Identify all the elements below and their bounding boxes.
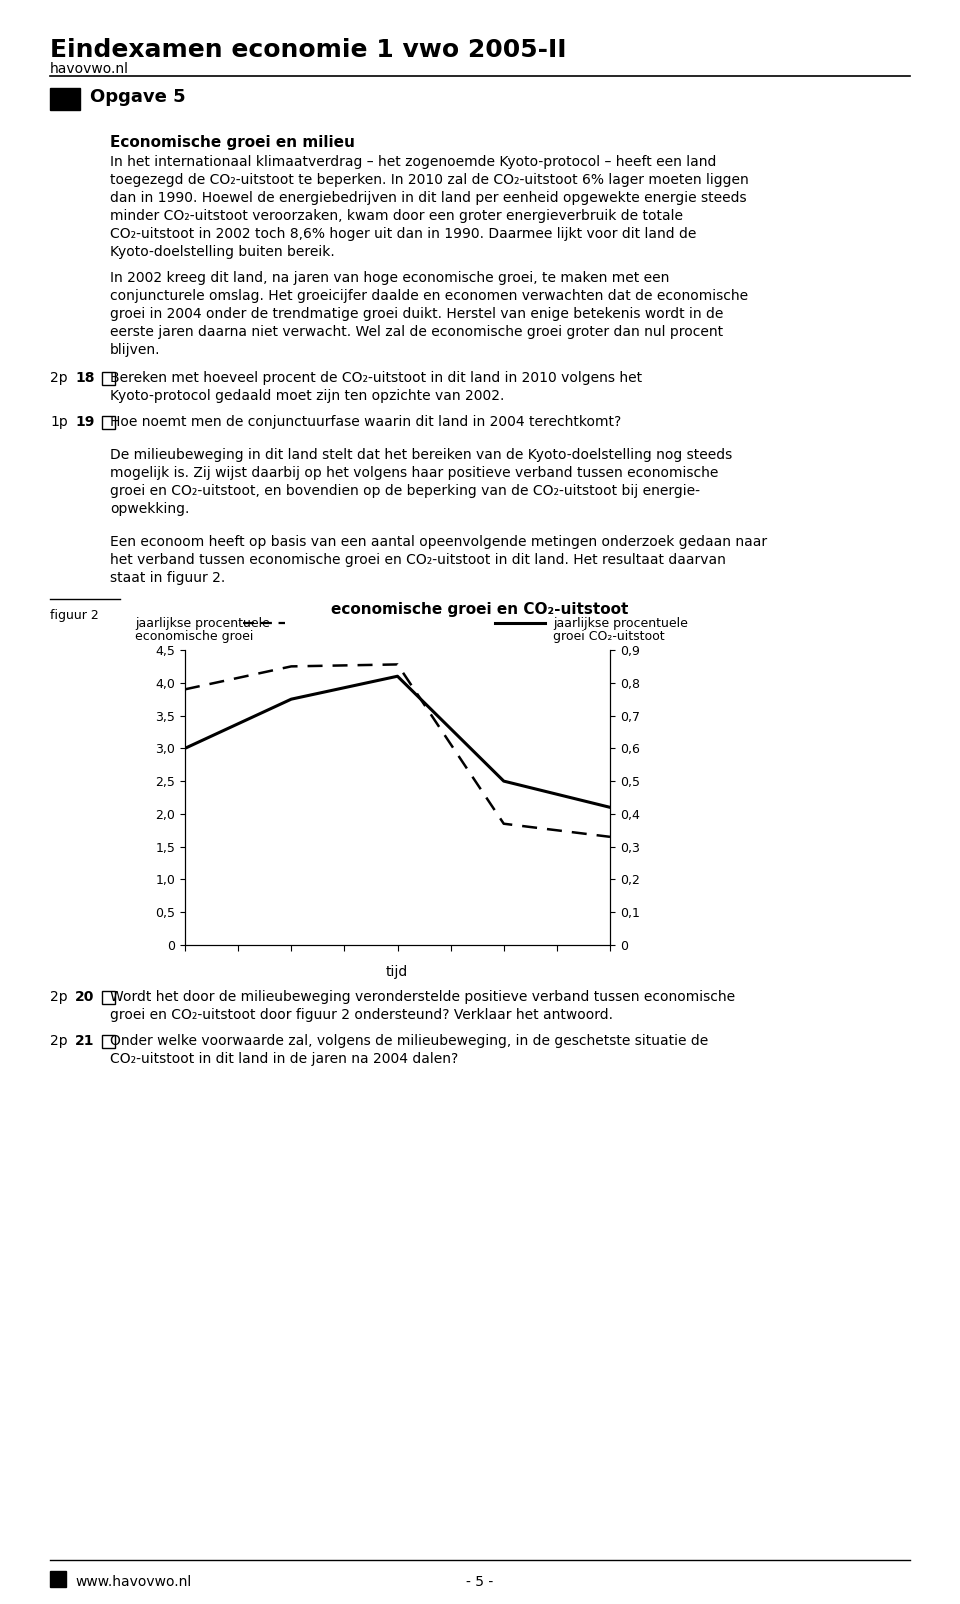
Text: 21: 21 [75, 1035, 94, 1047]
Text: Een econoom heeft op basis van een aantal opeenvolgende metingen onderzoek gedaa: Een econoom heeft op basis van een aanta… [110, 536, 767, 549]
Text: het verband tussen economische groei en CO₂-uitstoot in dit land. Het resultaat : het verband tussen economische groei en … [110, 553, 726, 566]
Text: economische groei en CO₂-uitstoot: economische groei en CO₂-uitstoot [331, 602, 629, 618]
Text: blijven.: blijven. [110, 343, 160, 358]
Text: mogelijk is. Zij wijst daarbij op het volgens haar positieve verband tussen econ: mogelijk is. Zij wijst daarbij op het vo… [110, 467, 718, 480]
Text: 2p: 2p [50, 990, 67, 1004]
Text: Eindexamen economie 1 vwo 2005-II: Eindexamen economie 1 vwo 2005-II [50, 38, 566, 63]
Text: Onder welke voorwaarde zal, volgens de milieubeweging, in de geschetste situatie: Onder welke voorwaarde zal, volgens de m… [110, 1035, 708, 1047]
Text: In het internationaal klimaatverdrag – het zogenoemde Kyoto-protocol – heeft een: In het internationaal klimaatverdrag – h… [110, 156, 716, 168]
Text: toegezegd de CO₂-uitstoot te beperken. In 2010 zal de CO₂-uitstoot 6% lager moet: toegezegd de CO₂-uitstoot te beperken. I… [110, 173, 749, 188]
Text: Kyoto-protocol gedaald moet zijn ten opzichte van 2002.: Kyoto-protocol gedaald moet zijn ten opz… [110, 390, 504, 403]
Bar [50, 88, 80, 111]
Text: opwekking.: opwekking. [110, 502, 189, 516]
Bar [50, 1570, 66, 1586]
Text: dan in 1990. Hoewel de energiebedrijven in dit land per eenheid opgewekte energi: dan in 1990. Hoewel de energiebedrijven … [110, 191, 747, 205]
Text: 18: 18 [75, 371, 94, 385]
Text: Wordt het door de milieubeweging veronderstelde positieve verband tussen economi: Wordt het door de milieubeweging veronde… [110, 990, 735, 1004]
Text: 2p: 2p [50, 1035, 67, 1047]
Text: jaarlijkse procentuele: jaarlijkse procentuele [553, 618, 688, 630]
Text: CO₂-uitstoot in 2002 toch 8,6% hoger uit dan in 1990. Daarmee lijkt voor dit lan: CO₂-uitstoot in 2002 toch 8,6% hoger uit… [110, 228, 696, 241]
Text: minder CO₂-uitstoot veroorzaken, kwam door een groter energieverbruik de totale: minder CO₂-uitstoot veroorzaken, kwam do… [110, 209, 683, 223]
Text: Hoe noemt men de conjunctuurfase waarin dit land in 2004 terechtkomt?: Hoe noemt men de conjunctuurfase waarin … [110, 415, 621, 428]
Text: Opgave 5: Opgave 5 [90, 88, 185, 106]
Text: groei CO₂-uitstoot: groei CO₂-uitstoot [553, 630, 664, 643]
Bar [102, 1035, 115, 1047]
Bar [102, 991, 115, 1004]
Text: In 2002 kreeg dit land, na jaren van hoge economische groei, te maken met een: In 2002 kreeg dit land, na jaren van hog… [110, 271, 669, 286]
Text: jaarlijkse procentuele: jaarlijkse procentuele [135, 618, 270, 630]
Text: eerste jaren daarna niet verwacht. Wel zal de economische groei groter dan nul p: eerste jaren daarna niet verwacht. Wel z… [110, 326, 723, 338]
Text: - 5 -: - 5 - [467, 1575, 493, 1590]
Bar [102, 372, 115, 385]
Bar [102, 415, 115, 428]
Text: De milieubeweging in dit land stelt dat het bereiken van de Kyoto-doelstelling n: De milieubeweging in dit land stelt dat … [110, 448, 732, 462]
Text: conjuncturele omslag. Het groeicijfer daalde en economen verwachten dat de econo: conjuncturele omslag. Het groeicijfer da… [110, 289, 748, 303]
Text: www.havovwo.nl: www.havovwo.nl [75, 1575, 191, 1590]
Text: 2p: 2p [50, 371, 67, 385]
Text: groei en CO₂-uitstoot door figuur 2 ondersteund? Verklaar het antwoord.: groei en CO₂-uitstoot door figuur 2 onde… [110, 1007, 613, 1022]
Text: CO₂-uitstoot in dit land in de jaren na 2004 dalen?: CO₂-uitstoot in dit land in de jaren na … [110, 1052, 458, 1067]
Text: groei in 2004 onder de trendmatige groei duikt. Herstel van enige betekenis word: groei in 2004 onder de trendmatige groei… [110, 306, 724, 321]
Text: Kyoto-doelstelling buiten bereik.: Kyoto-doelstelling buiten bereik. [110, 245, 335, 258]
Text: Economische groei en milieu: Economische groei en milieu [110, 135, 355, 151]
Text: havovwo.nl: havovwo.nl [50, 63, 129, 75]
Text: groei en CO₂-uitstoot, en bovendien op de beperking van de CO₂-uitstoot bij ener: groei en CO₂-uitstoot, en bovendien op d… [110, 484, 700, 497]
Text: 20: 20 [75, 990, 94, 1004]
Text: tijd: tijd [386, 966, 408, 978]
Text: economische groei: economische groei [135, 630, 253, 643]
Text: figuur 2: figuur 2 [50, 610, 99, 622]
Text: Bereken met hoeveel procent de CO₂-uitstoot in dit land in 2010 volgens het: Bereken met hoeveel procent de CO₂-uitst… [110, 371, 642, 385]
Text: 1p: 1p [50, 415, 68, 428]
Text: staat in figuur 2.: staat in figuur 2. [110, 571, 226, 585]
Text: 19: 19 [75, 415, 94, 428]
